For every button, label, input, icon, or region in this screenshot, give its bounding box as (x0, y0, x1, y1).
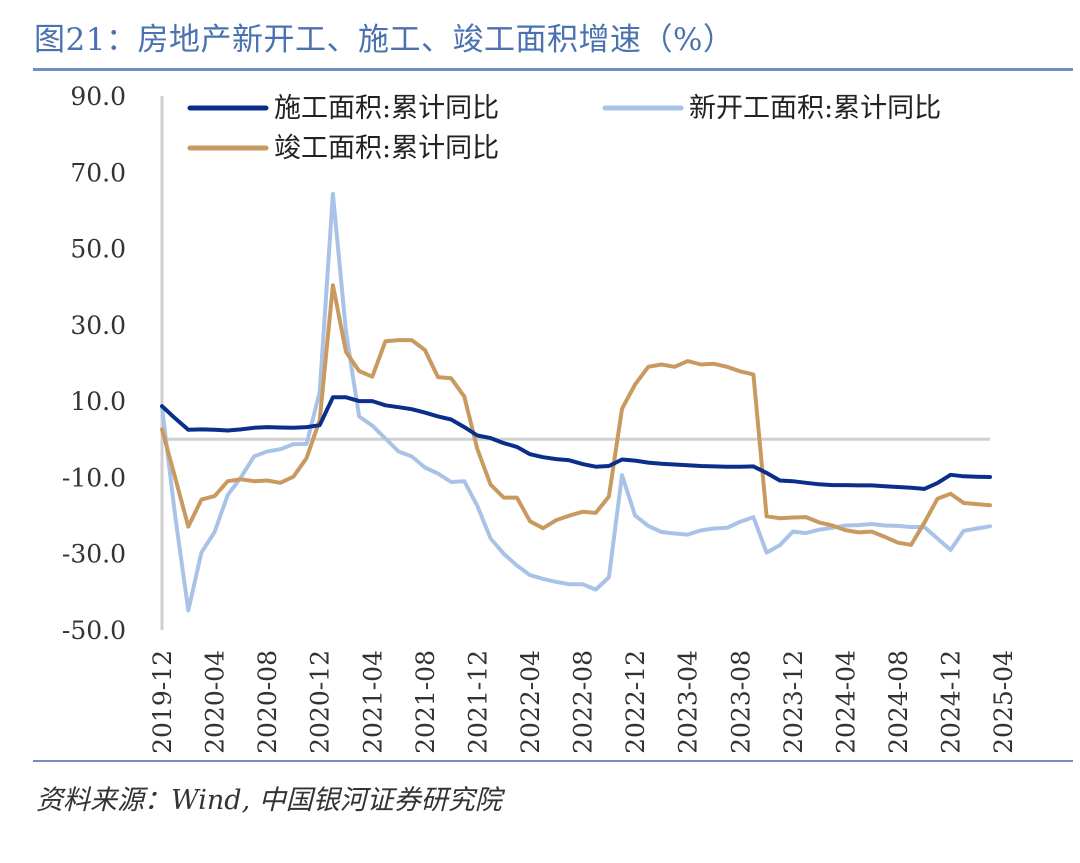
footer-divider (33, 760, 1073, 762)
series-lines (160, 192, 992, 613)
x-tick-label: 2023-12 (779, 650, 808, 754)
x-tick-label: 2021-04 (358, 650, 387, 754)
x-tick-label: 2024-12 (937, 650, 966, 754)
series-line-0 (160, 395, 992, 491)
x-tick-label: 2019-12 (148, 650, 177, 754)
y-tick-label: 90.0 (70, 82, 126, 111)
x-tick-label: 2024-04 (831, 650, 860, 754)
line-chart: 90.0 70.0 50.0 30.0 10.0 -10.0 -30.0 -50.0 2019… (62, 82, 1018, 754)
x-tick-label: 2022-08 (569, 650, 598, 754)
x-tick-label: 2021-12 (463, 650, 492, 754)
y-tick-label: -30.0 (62, 540, 126, 569)
series-line-1 (160, 192, 992, 613)
y-tick-label: 10.0 (70, 387, 126, 416)
y-tick-label: 50.0 (70, 235, 126, 264)
y-tick-label: -50.0 (62, 616, 126, 645)
x-axis: 2019-12 2020-04 2020-08 2020-12 2021-04 2021-… (148, 650, 1018, 754)
x-tick-label: 2020-08 (253, 650, 282, 754)
legend-label-1: 新开工面积:累计同比 (689, 93, 941, 124)
x-tick-label: 2025-04 (989, 650, 1018, 754)
x-tick-label: 2020-12 (306, 650, 335, 754)
series-line-2 (160, 283, 992, 547)
x-tick-label: 2022-12 (621, 650, 650, 754)
legend-label-2: 竣工面积:累计同比 (274, 133, 499, 164)
x-tick-label: 2022-04 (516, 650, 545, 754)
x-tick-label: 2020-04 (201, 650, 230, 754)
chart-title: 图21：房地产新开工、施工、竣工面积增速（%） (34, 22, 735, 58)
x-tick-label: 2024-08 (884, 650, 913, 754)
legend-label-0: 施工面积:累计同比 (274, 93, 499, 124)
y-tick-label: 30.0 (70, 311, 126, 340)
x-tick-label: 2021-08 (411, 650, 440, 754)
source-note: 资料来源：Wind, 中国银河证券研究院 (36, 785, 502, 816)
y-tick-label: 70.0 (70, 158, 126, 187)
x-tick-label: 2023-08 (726, 650, 755, 754)
title-divider (33, 68, 1073, 71)
y-tick-label: -10.0 (62, 463, 126, 492)
x-tick-label: 2023-04 (674, 650, 703, 754)
y-axis: 90.0 70.0 50.0 30.0 10.0 -10.0 -30.0 -50.0 (62, 82, 164, 645)
